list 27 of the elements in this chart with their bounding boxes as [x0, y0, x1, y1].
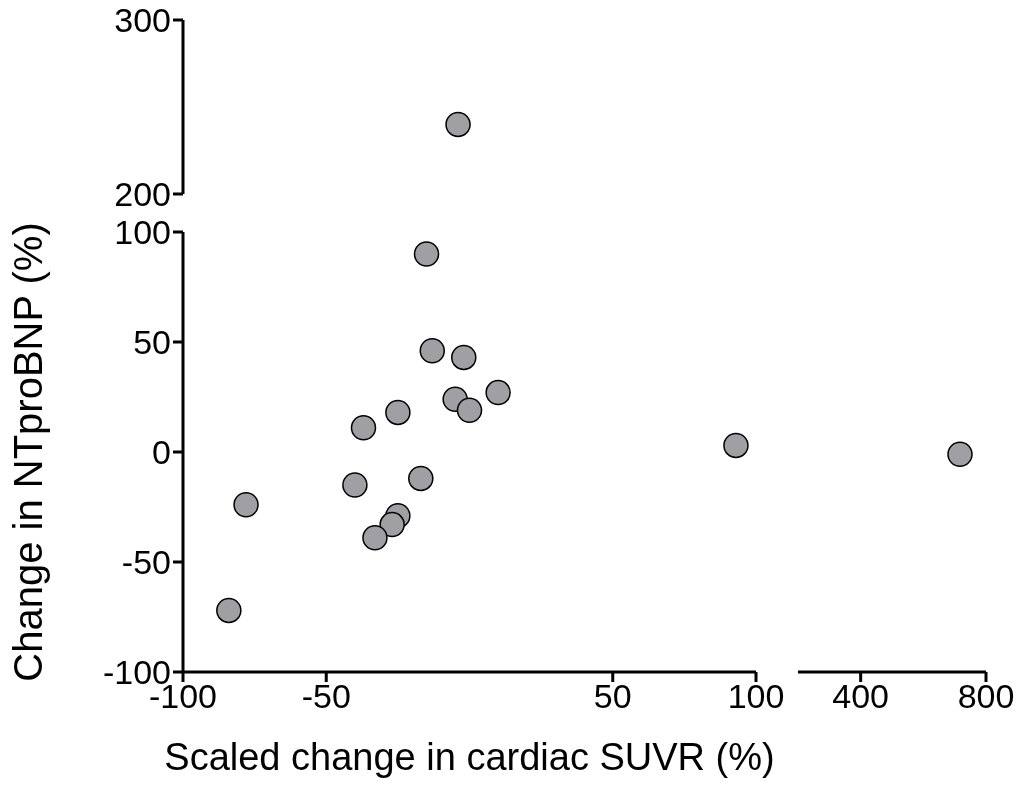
- point: [385, 399, 411, 426]
- y-tick-label: 100: [114, 213, 171, 252]
- point: [362, 525, 388, 551]
- point: [342, 472, 368, 498]
- x-tick-label: 100: [727, 677, 785, 716]
- y-axis-title: Change in NTproBNP (%): [6, 222, 51, 682]
- y-tick-label: 50: [133, 323, 171, 362]
- point: [419, 338, 446, 364]
- point: [456, 397, 483, 423]
- point: [350, 415, 377, 441]
- point: [233, 492, 259, 518]
- point: [451, 344, 477, 371]
- x-axis-title: Scaled change in cardiac SUVR (%): [164, 736, 775, 778]
- y-tick-label: 300: [114, 1, 171, 40]
- point: [485, 379, 511, 406]
- x-tick-label: 50: [593, 677, 632, 716]
- y-tick-label: 0: [152, 433, 171, 472]
- point: [408, 465, 434, 492]
- point: [723, 432, 749, 459]
- x-tick-label: 400: [832, 677, 890, 716]
- x-tick-label: -50: [301, 677, 351, 716]
- x-tick-label: 800: [957, 677, 1015, 716]
- point: [413, 241, 440, 267]
- y-tick-label: 200: [114, 175, 171, 214]
- point: [216, 597, 242, 624]
- point: [379, 511, 405, 538]
- y-tick-label: -50: [121, 543, 171, 582]
